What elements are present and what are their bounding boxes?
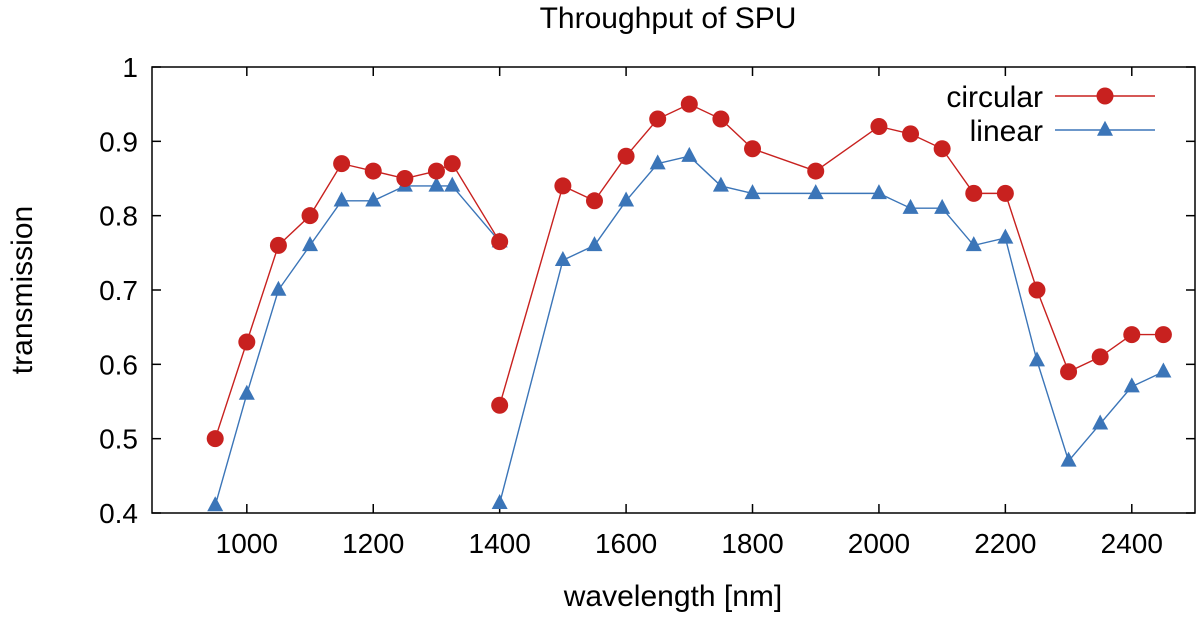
data-point-circular (301, 207, 319, 225)
data-point-circular (491, 233, 509, 251)
data-point-circular (1091, 348, 1109, 366)
data-point-circular (617, 147, 635, 165)
data-point-circular (427, 162, 445, 180)
data-point-linear (902, 198, 919, 214)
series-line-linear (214, 185, 501, 506)
x-tick-label: 1800 (721, 528, 783, 559)
y-tick-label: 1 (122, 52, 138, 83)
x-axis-label: wavelength [nm] (563, 580, 782, 613)
data-point-linear (302, 236, 319, 252)
data-point-circular (491, 396, 509, 414)
legend-label-circular: circular (946, 81, 1043, 114)
x-tick-label: 2400 (1101, 528, 1163, 559)
data-point-linear (1092, 414, 1109, 430)
x-tick-label: 1000 (216, 528, 278, 559)
data-point-linear (681, 146, 698, 162)
data-point-circular (443, 155, 461, 173)
data-point-circular (807, 162, 825, 180)
data-point-circular (965, 184, 983, 202)
x-tick-label: 1400 (469, 528, 531, 559)
legend-marker-circular (1096, 87, 1114, 105)
data-point-linear (1028, 351, 1045, 367)
data-point-linear (333, 191, 350, 207)
series-circular (206, 95, 1172, 448)
y-tick-label: 0.8 (99, 201, 138, 232)
data-point-circular (1060, 363, 1078, 381)
data-point-linear (997, 228, 1014, 244)
x-tick-label: 2200 (974, 528, 1036, 559)
data-point-linear (365, 191, 382, 207)
data-point-linear (649, 154, 666, 170)
data-point-circular (554, 177, 572, 195)
data-point-circular (680, 95, 698, 113)
data-point-linear (586, 236, 603, 252)
data-point-linear (444, 176, 461, 192)
y-tick-label: 0.9 (99, 126, 138, 157)
data-point-linear (554, 250, 571, 266)
data-point-linear (934, 198, 951, 214)
data-point-linear (870, 184, 887, 200)
series-line-linear (498, 155, 1164, 504)
data-point-circular (585, 192, 603, 210)
data-point-circular (744, 140, 762, 158)
data-point-circular (269, 236, 287, 254)
data-point-linear (1060, 451, 1077, 467)
data-point-circular (649, 110, 667, 128)
y-tick-label: 0.4 (99, 498, 138, 529)
series-line-circular (498, 103, 1164, 406)
y-tick-label: 0.7 (99, 275, 138, 306)
data-point-circular (1154, 326, 1172, 344)
data-point-circular (996, 184, 1014, 202)
data-point-linear (965, 236, 982, 252)
series-layer (206, 95, 1172, 512)
ticks: 1000 1200 1400 1600 1800 2000 2200 2400 0.4 0.5 0.… (99, 52, 1195, 559)
x-tick-label: 1600 (595, 528, 657, 559)
data-point-linear (618, 191, 635, 207)
data-point-linear (491, 494, 508, 510)
data-point-linear (1123, 377, 1140, 393)
data-point-circular (364, 162, 382, 180)
data-point-circular (870, 117, 888, 135)
data-point-circular (333, 155, 351, 173)
series-linear (207, 146, 1172, 512)
data-point-circular (1123, 326, 1141, 344)
data-point-circular (902, 125, 920, 143)
y-tick-label: 0.5 (99, 424, 138, 455)
data-point-linear (270, 280, 287, 296)
y-axis-label: transmission (6, 206, 39, 374)
x-tick-label: 2000 (848, 528, 910, 559)
data-point-linear (238, 384, 255, 400)
legend-label-linear: linear (970, 115, 1043, 148)
data-point-linear (1155, 362, 1172, 378)
data-point-circular (206, 430, 224, 448)
legend-marker-linear (1097, 120, 1113, 136)
data-point-circular (396, 170, 414, 187)
x-tick-label: 1200 (342, 528, 404, 559)
data-point-linear (428, 176, 445, 192)
data-point-linear (712, 176, 729, 192)
data-point-linear (807, 184, 824, 200)
data-point-linear (744, 184, 761, 200)
data-point-circular (238, 333, 256, 351)
data-point-circular (712, 110, 730, 128)
chart-title: Throughput of SPU (540, 2, 797, 35)
data-point-circular (933, 140, 951, 158)
series-line-circular (214, 162, 501, 439)
data-point-linear (207, 496, 224, 512)
y-tick-label: 0.6 (99, 349, 138, 380)
data-point-circular (1028, 281, 1046, 299)
